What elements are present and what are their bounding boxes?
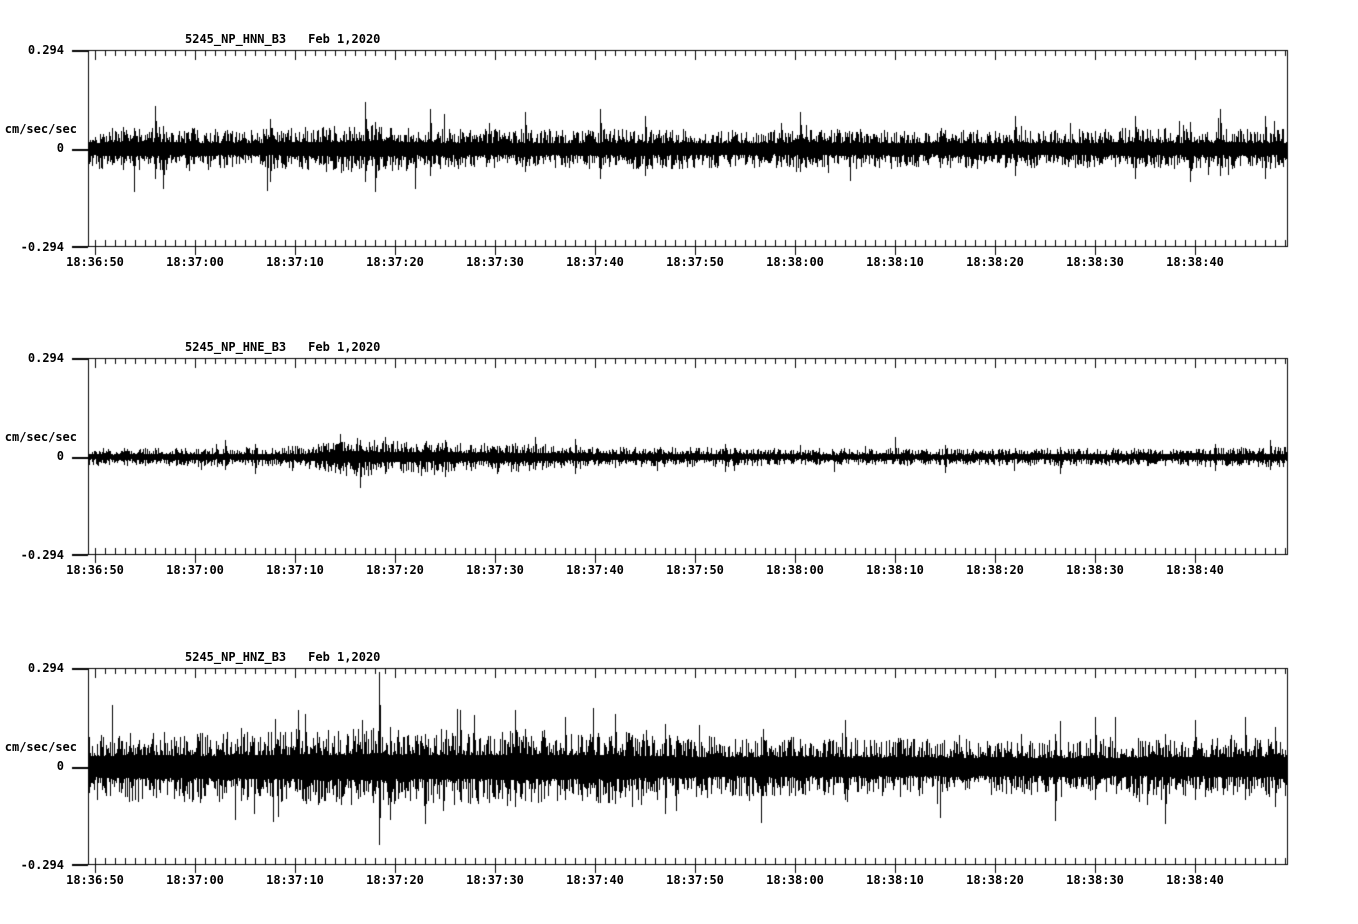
station-channel-label: 5245_NP_HNZ_B3 bbox=[185, 650, 287, 664]
x-axis-tick-label: 18:37:50 bbox=[666, 255, 724, 269]
y-axis-max-label: 0.294 bbox=[27, 351, 64, 365]
x-axis-labels: 18:36:50 18:37:00 18:37:10 18:37:20 18:37:30… bbox=[0, 873, 1358, 887]
x-axis-labels: 18:36:50 18:37:00 18:37:10 18:37:20 18:37:30… bbox=[0, 563, 1358, 577]
x-axis-tick-label: 18:37:50 bbox=[666, 873, 724, 887]
x-axis-tick-label: 18:37:20 bbox=[366, 563, 424, 577]
x-axis-tick-label: 18:38:10 bbox=[866, 255, 924, 269]
x-axis-tick-label: 18:37:20 bbox=[366, 873, 424, 887]
x-axis-tick-label: 18:38:00 bbox=[766, 563, 824, 577]
x-axis-tick-label: 18:38:00 bbox=[766, 873, 824, 887]
panel-title: 5245_NP_HNN_B3 Feb 1,2020 bbox=[185, 32, 380, 46]
x-axis-tick-label: 18:37:10 bbox=[266, 873, 324, 887]
x-axis-tick-label: 18:38:30 bbox=[1066, 873, 1124, 887]
x-axis-tick-label: 18:38:00 bbox=[766, 255, 824, 269]
x-axis-tick-label: 18:37:30 bbox=[466, 563, 524, 577]
x-axis-tick-label: 18:38:10 bbox=[866, 873, 924, 887]
x-axis-tick-label: 18:38:20 bbox=[966, 563, 1024, 577]
x-axis-tick-label: 18:37:30 bbox=[466, 255, 524, 269]
x-axis-tick-label: 18:37:20 bbox=[366, 255, 424, 269]
y-axis-zero-label: 0 bbox=[56, 449, 64, 463]
waveform-canvas bbox=[70, 48, 1292, 258]
y-axis-unit-label: cm/sec/sec bbox=[4, 430, 77, 444]
x-axis-tick-label: 18:36:50 bbox=[66, 873, 124, 887]
x-axis-tick-label: 18:37:40 bbox=[566, 873, 624, 887]
x-axis-tick-label: 18:38:30 bbox=[1066, 255, 1124, 269]
date-label: Feb 1,2020 bbox=[308, 340, 381, 354]
seismogram-panel: 5245_NP_HNN_B3 Feb 1,2020 0.294 cm/sec/se… bbox=[0, 30, 1358, 274]
y-axis-min-label: -0.294 bbox=[20, 548, 64, 562]
date-label: Feb 1,2020 bbox=[308, 650, 381, 664]
x-axis-tick-label: 18:36:50 bbox=[66, 563, 124, 577]
x-axis-tick-label: 18:37:00 bbox=[166, 873, 224, 887]
y-axis-max-label: 0.294 bbox=[27, 661, 64, 675]
seismogram-panel: 5245_NP_HNE_B3 Feb 1,2020 0.294 cm/sec/se… bbox=[0, 338, 1358, 582]
y-axis-unit-label: cm/sec/sec bbox=[4, 122, 77, 136]
x-axis-tick-label: 18:37:10 bbox=[266, 255, 324, 269]
y-axis-max-label: 0.294 bbox=[27, 43, 64, 57]
y-axis-min-label: -0.294 bbox=[20, 858, 64, 872]
waveform-canvas bbox=[70, 356, 1292, 566]
station-channel-label: 5245_NP_HNE_B3 bbox=[185, 340, 287, 354]
x-axis-tick-label: 18:37:10 bbox=[266, 563, 324, 577]
station-channel-label: 5245_NP_HNN_B3 bbox=[185, 32, 287, 46]
x-axis-tick-label: 18:38:30 bbox=[1066, 563, 1124, 577]
x-axis-tick-label: 18:37:30 bbox=[466, 873, 524, 887]
x-axis-tick-label: 18:38:20 bbox=[966, 255, 1024, 269]
x-axis-labels: 18:36:50 18:37:00 18:37:10 18:37:20 18:37:30… bbox=[0, 255, 1358, 269]
panel-title: 5245_NP_HNE_B3 Feb 1,2020 bbox=[185, 340, 380, 354]
waveform-canvas bbox=[70, 666, 1292, 876]
y-axis-zero-label: 0 bbox=[56, 759, 64, 773]
y-axis-unit-label: cm/sec/sec bbox=[4, 740, 77, 754]
y-axis-min-label: -0.294 bbox=[20, 240, 64, 254]
seismogram-panel: 5245_NP_HNZ_B3 Feb 1,2020 0.294 cm/sec/se… bbox=[0, 648, 1358, 892]
x-axis-tick-label: 18:38:10 bbox=[866, 563, 924, 577]
x-axis-tick-label: 18:38:40 bbox=[1166, 563, 1224, 577]
x-axis-tick-label: 18:38:20 bbox=[966, 873, 1024, 887]
x-axis-tick-label: 18:37:00 bbox=[166, 255, 224, 269]
x-axis-tick-label: 18:37:40 bbox=[566, 255, 624, 269]
panel-title: 5245_NP_HNZ_B3 Feb 1,2020 bbox=[185, 650, 380, 664]
x-axis-tick-label: 18:36:50 bbox=[66, 255, 124, 269]
x-axis-tick-label: 18:37:00 bbox=[166, 563, 224, 577]
y-axis-zero-label: 0 bbox=[56, 141, 64, 155]
x-axis-tick-label: 18:37:50 bbox=[666, 563, 724, 577]
x-axis-tick-label: 18:37:40 bbox=[566, 563, 624, 577]
x-axis-tick-label: 18:38:40 bbox=[1166, 873, 1224, 887]
x-axis-tick-label: 18:38:40 bbox=[1166, 255, 1224, 269]
date-label: Feb 1,2020 bbox=[308, 32, 381, 46]
